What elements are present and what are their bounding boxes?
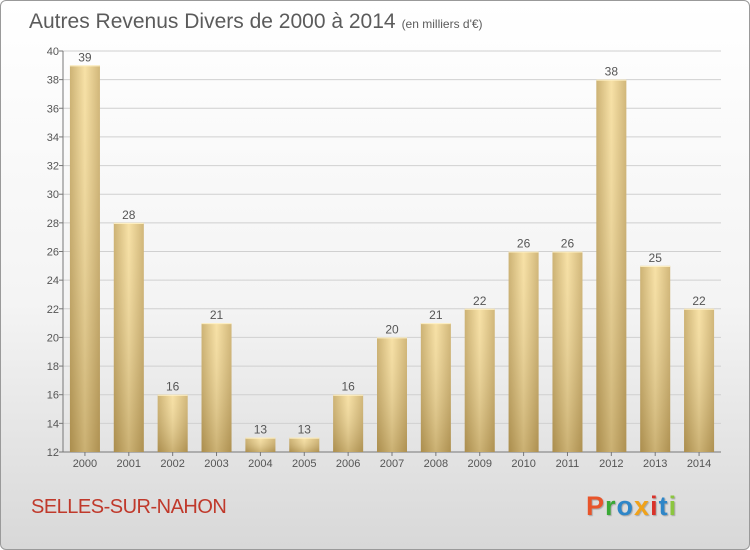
data-label: 20 <box>385 322 399 336</box>
x-tick-label: 2008 <box>424 458 448 470</box>
x-tick-label: 2005 <box>292 458 316 470</box>
bar-2003 <box>201 323 232 452</box>
bar-2001 <box>113 222 144 452</box>
bar-2008 <box>420 323 451 452</box>
bar-2014 <box>684 308 715 452</box>
y-tick-label: 40 <box>47 46 59 58</box>
bar-shade <box>333 394 364 452</box>
data-label: 22 <box>473 294 487 308</box>
x-tick-label: 2007 <box>380 458 404 470</box>
data-label: 39 <box>78 50 92 64</box>
bar-shade <box>684 308 715 452</box>
data-label: 38 <box>605 65 619 79</box>
data-label: 26 <box>517 237 531 251</box>
y-tick-label: 38 <box>47 75 59 87</box>
bar-2007 <box>377 337 407 452</box>
brand-letter: t <box>658 491 669 521</box>
brand-logo: Proxiti <box>586 491 677 522</box>
bar-shade <box>201 323 232 452</box>
bar-2009 <box>464 308 495 452</box>
bar-2005 <box>289 437 320 452</box>
bar-2012 <box>596 79 627 453</box>
data-label: 13 <box>298 423 312 437</box>
bar-shade <box>245 437 276 452</box>
chart-title: Autres Revenus Divers de 2000 à 2014 (en … <box>29 10 483 34</box>
bar-shade <box>69 65 100 453</box>
data-label: 22 <box>692 294 706 308</box>
brand-letter: i <box>668 491 678 521</box>
brand-letter: x <box>634 491 651 521</box>
x-tick-label: 2009 <box>467 458 491 470</box>
city-name: SELLES-SUR-NAHON <box>31 496 227 518</box>
y-tick-label: 12 <box>47 447 59 459</box>
bar-shade <box>420 323 451 452</box>
y-tick-label: 32 <box>47 161 59 173</box>
x-tick-label: 2001 <box>117 458 141 470</box>
bar-2002 <box>157 394 188 452</box>
x-tick-label: 2006 <box>336 458 360 470</box>
y-tick-label: 24 <box>47 275 59 287</box>
data-label: 25 <box>649 251 663 265</box>
x-tick-label: 2013 <box>643 458 667 470</box>
bar-shade <box>157 394 188 452</box>
data-label: 28 <box>122 208 136 222</box>
bar-2000 <box>69 65 100 453</box>
y-tick-label: 16 <box>47 390 59 402</box>
x-tick-label: 2010 <box>511 458 535 470</box>
y-tick-label: 30 <box>47 189 59 201</box>
y-tick-label: 36 <box>47 103 59 115</box>
brand-letter: i <box>650 491 659 521</box>
bar-shade <box>377 337 407 452</box>
bar-2004 <box>245 437 276 452</box>
bar-shade <box>552 251 583 452</box>
brand-letter: o <box>616 491 635 521</box>
x-tick-label: 2002 <box>160 458 184 470</box>
data-label: 13 <box>254 423 268 437</box>
x-tick-label: 2012 <box>599 458 623 470</box>
x-tick-label: 2014 <box>687 458 711 470</box>
bar-shade <box>113 222 144 452</box>
bar-shade <box>464 308 495 452</box>
bars <box>69 65 715 453</box>
chart-title-text: Autres Revenus Divers de 2000 à 2014 <box>29 10 396 33</box>
x-tick-label: 2011 <box>556 458 580 470</box>
data-label: 16 <box>166 380 180 394</box>
y-tick-label: 22 <box>47 304 59 316</box>
bar-2011 <box>552 251 583 452</box>
brand-letter: r <box>605 491 617 521</box>
bar-2006 <box>333 394 364 452</box>
y-tick-label: 26 <box>47 247 59 259</box>
bar-shade <box>640 265 671 452</box>
data-label: 21 <box>429 308 443 322</box>
data-label: 26 <box>561 237 575 251</box>
y-tick-label: 18 <box>47 361 59 373</box>
bar-2010 <box>508 251 539 452</box>
brand-letter: P <box>586 491 606 521</box>
bar-shade <box>289 437 320 452</box>
x-tick-label: 2004 <box>248 458 272 470</box>
labels: 12 14 16 18 20 22 24 26 28 30 32 34 36 38 40 39 2000 28 20… <box>47 46 712 470</box>
data-label: 16 <box>341 380 355 394</box>
chart-subtitle: (en milliers d'€) <box>401 17 483 31</box>
y-tick-label: 20 <box>47 332 59 344</box>
y-tick-label: 28 <box>47 218 59 230</box>
bar-2013 <box>640 265 671 452</box>
x-tick-label: 2003 <box>204 458 228 470</box>
bar-shade <box>596 79 627 453</box>
data-label: 21 <box>210 308 224 322</box>
y-tick-label: 14 <box>47 418 59 430</box>
bar-shade <box>508 251 539 452</box>
y-tick-label: 34 <box>47 132 59 144</box>
x-tick-label: 2000 <box>73 458 97 470</box>
